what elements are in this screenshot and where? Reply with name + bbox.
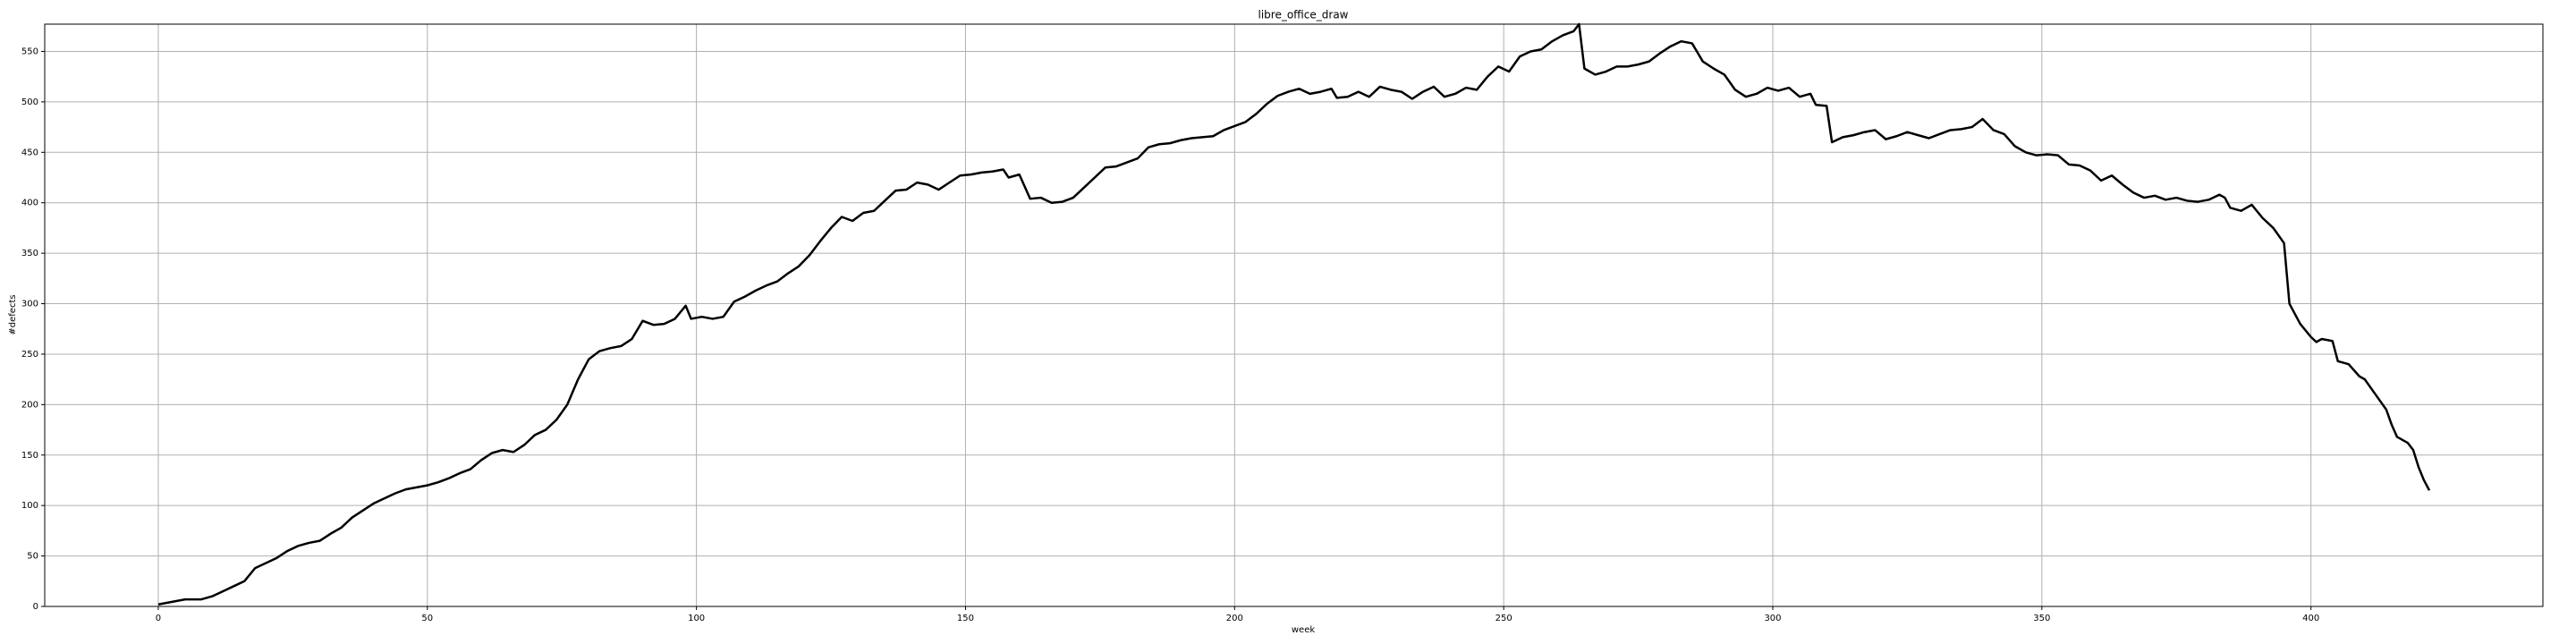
y-tick-label: 100 <box>21 501 38 511</box>
y-tick-label: 250 <box>21 350 38 360</box>
x-tick-label: 350 <box>2033 614 2050 623</box>
x-tick-label: 150 <box>957 614 974 623</box>
chart-title: libre_office_draw <box>1258 9 1349 21</box>
x-tick-label: 100 <box>688 614 705 623</box>
x-tick-label: 50 <box>421 614 433 623</box>
y-tick-label: 0 <box>33 602 38 612</box>
y-axis-label: #defects <box>8 294 18 335</box>
y-tick-label: 400 <box>21 199 38 208</box>
y-tick-label: 350 <box>21 249 38 258</box>
plot-frame <box>44 23 2544 607</box>
y-tick-label: 450 <box>21 148 38 157</box>
y-tick-label: 150 <box>21 451 38 461</box>
x-tick-label: 250 <box>1496 614 1513 623</box>
y-tick-label: 500 <box>21 97 38 107</box>
y-tick-label: 300 <box>21 300 38 309</box>
y-tick-label: 200 <box>21 400 38 410</box>
x-axis-label: week <box>1292 625 1315 635</box>
x-tick-label: 0 <box>156 614 161 623</box>
y-tick-label: 50 <box>27 552 38 562</box>
data-line <box>157 22 2431 606</box>
x-tick-label: 400 <box>2302 614 2319 623</box>
x-tick-label: 200 <box>1226 614 1243 623</box>
y-tick-label: 550 <box>21 47 38 56</box>
x-tick-label: 300 <box>1764 614 1781 623</box>
